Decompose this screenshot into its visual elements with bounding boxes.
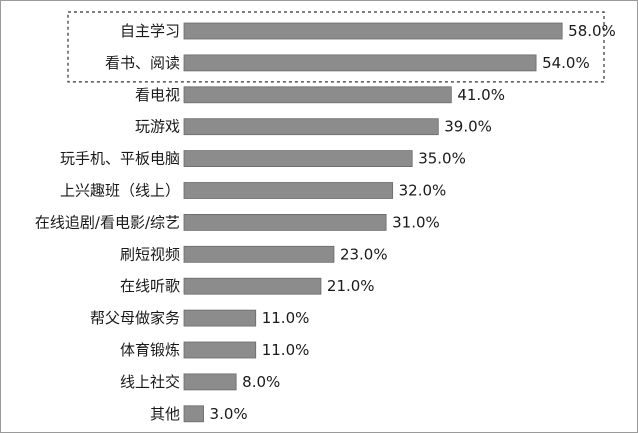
value-label: 31.0% <box>392 213 440 231</box>
bar <box>183 405 204 423</box>
category-label: 线上社交 <box>120 373 180 391</box>
bar <box>183 213 387 231</box>
value-label: 58.0% <box>568 22 616 40</box>
bar <box>183 309 257 327</box>
bar <box>183 245 335 263</box>
highlight-box <box>67 11 605 83</box>
category-label: 玩手机、平板电脑 <box>60 150 180 168</box>
bar <box>183 341 257 359</box>
value-label: 32.0% <box>399 182 447 200</box>
bar <box>183 182 394 199</box>
value-label: 21.0% <box>327 277 375 295</box>
category-label: 看电视 <box>135 86 180 104</box>
bar <box>183 22 563 40</box>
bar <box>183 277 322 295</box>
bar <box>183 150 413 168</box>
category-label: 帮父母做家务 <box>90 309 180 327</box>
bar <box>183 54 537 72</box>
bar <box>183 86 452 104</box>
category-label: 看书、阅读 <box>105 54 180 72</box>
category-label: 玩游戏 <box>135 118 180 136</box>
category-label: 在线追剧/看电影/综艺 <box>35 213 180 231</box>
category-label: 在线听歌 <box>120 277 180 295</box>
value-label: 41.0% <box>457 86 505 104</box>
category-label: 其他 <box>150 405 180 423</box>
value-label: 54.0% <box>542 54 590 72</box>
category-label: 体育锻炼 <box>120 341 180 359</box>
value-label: 35.0% <box>418 150 466 168</box>
category-label: 上兴趣班（线上） <box>60 182 180 200</box>
bar <box>183 373 237 391</box>
value-label: 39.0% <box>444 118 492 136</box>
bars-layer: 自主学习 58.0% 看书、阅读 54.0% 看电视 41.0% 玩游戏 39.0% 玩手机、平… <box>35 22 616 423</box>
category-label: 自主学习 <box>120 22 180 40</box>
value-label: 11.0% <box>262 341 310 359</box>
value-label: 23.0% <box>340 245 388 263</box>
value-label: 8.0% <box>242 373 280 391</box>
value-label: 11.0% <box>262 309 310 327</box>
value-label: 3.0% <box>210 405 248 423</box>
bar <box>183 118 439 136</box>
category-label: 刷短视频 <box>120 245 180 263</box>
